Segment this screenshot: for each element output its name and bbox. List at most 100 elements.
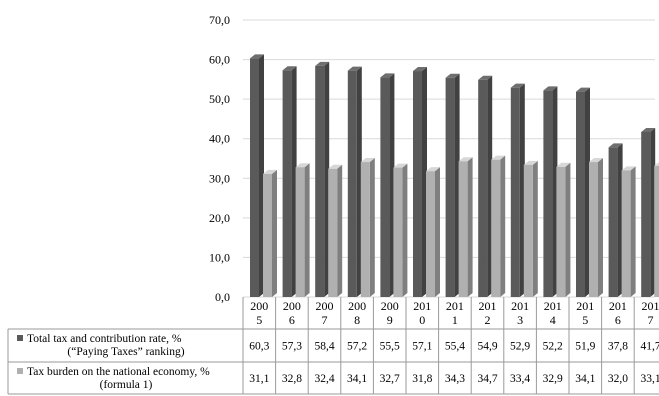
bar-top — [380, 73, 395, 78]
bar-side — [532, 160, 538, 297]
bar — [621, 166, 636, 297]
y-tick-label: 50,0 — [209, 92, 230, 106]
bar — [576, 87, 590, 297]
bar-top — [556, 162, 571, 167]
data-value-label: 34,7 — [477, 373, 497, 385]
bar-top — [282, 66, 297, 71]
data-value-label: 31,1 — [249, 373, 269, 385]
bar-front — [328, 168, 338, 297]
bar — [315, 61, 330, 297]
data-table: 2005200620072008200920102011201220132014… — [7, 297, 659, 395]
x-category-label: 201 — [479, 299, 497, 313]
data-value-label: 32,7 — [380, 373, 400, 385]
data-value-label: 57,1 — [412, 341, 432, 353]
x-category-label: 201 — [576, 299, 594, 313]
x-category-label: 201 — [446, 299, 464, 313]
bar — [380, 73, 395, 297]
bar-front — [654, 166, 659, 297]
bar-top — [393, 163, 408, 168]
data-value-label: 34,3 — [445, 373, 465, 385]
bar — [556, 162, 571, 297]
bar — [393, 163, 408, 297]
x-category-label: 4 — [550, 313, 556, 327]
y-tick-label: 0,0 — [215, 290, 230, 304]
bar-top — [328, 164, 343, 169]
bar — [360, 158, 375, 297]
series-name: (“Paying Taxes” ranking) — [67, 346, 184, 358]
y-tick-label: 40,0 — [209, 132, 230, 146]
bar-top — [478, 75, 493, 80]
x-category-label: 7 — [648, 313, 654, 327]
data-value-label: 52,2 — [543, 341, 563, 353]
bar-side — [519, 83, 525, 297]
bar-top — [523, 160, 538, 165]
bar-top — [510, 83, 525, 88]
x-category-label: 3 — [517, 313, 523, 327]
bar-side — [565, 162, 571, 297]
data-value-label: 37,8 — [608, 341, 628, 353]
bar-side — [630, 166, 636, 297]
data-value-label: 34,1 — [347, 373, 367, 385]
bar — [250, 54, 264, 298]
bar — [523, 160, 538, 297]
x-category-label: 200 — [381, 299, 399, 313]
bar — [491, 155, 506, 297]
bar-front — [282, 70, 292, 298]
bar-top — [250, 54, 264, 59]
bar — [510, 83, 525, 297]
bar-front — [445, 77, 455, 297]
bar-front — [523, 164, 533, 297]
bar-top — [491, 155, 506, 160]
x-category-label: 200 — [250, 299, 268, 313]
bar-side — [304, 163, 310, 297]
data-value-label: 31,8 — [412, 373, 432, 385]
bar-front — [589, 162, 598, 297]
y-tick-label: 60,0 — [209, 53, 230, 67]
bar — [445, 73, 460, 297]
data-value-label: 32,4 — [314, 373, 334, 385]
bar-front — [380, 77, 390, 297]
data-value-label: 54,9 — [477, 341, 497, 353]
bar-top — [295, 163, 310, 168]
bar-front — [263, 173, 272, 297]
legend-swatch — [17, 335, 23, 341]
x-category-label: 2 — [485, 313, 491, 327]
bar — [328, 164, 343, 297]
bar-side — [500, 155, 506, 297]
bar — [641, 127, 656, 297]
bar-front — [426, 171, 435, 297]
x-category-label: 7 — [322, 313, 328, 327]
x-category-label: 5 — [582, 313, 588, 327]
legend-swatch — [17, 368, 23, 374]
bar-front — [347, 70, 357, 297]
bar — [426, 167, 440, 297]
bar-side — [422, 67, 427, 297]
bar-side — [650, 127, 656, 297]
data-value-label: 57,3 — [282, 341, 302, 353]
bar-front — [576, 91, 585, 297]
bar-side — [552, 86, 558, 298]
data-value-label: 60,3 — [249, 341, 269, 353]
bar-side — [598, 158, 603, 297]
bar-front — [413, 71, 422, 297]
bar-side — [435, 167, 440, 297]
x-category-label: 0 — [419, 313, 425, 327]
x-category-label: 201 — [413, 299, 431, 313]
bar-side — [467, 157, 473, 297]
bar-top — [426, 167, 440, 172]
x-category-label: 6 — [289, 313, 295, 327]
bar-top — [315, 61, 330, 66]
data-value-label: 55,5 — [380, 341, 400, 353]
bar-side — [585, 87, 590, 297]
x-category-label: 6 — [615, 313, 621, 327]
bar — [347, 66, 362, 297]
x-category-label: 200 — [283, 299, 301, 313]
data-value-label: 55,4 — [445, 341, 465, 353]
data-value-label: 32,8 — [282, 373, 302, 385]
bar-side — [454, 73, 460, 297]
data-value-label: 57,2 — [347, 341, 367, 353]
bar-side — [356, 66, 362, 297]
bar — [608, 143, 623, 297]
bar-side — [487, 75, 493, 297]
